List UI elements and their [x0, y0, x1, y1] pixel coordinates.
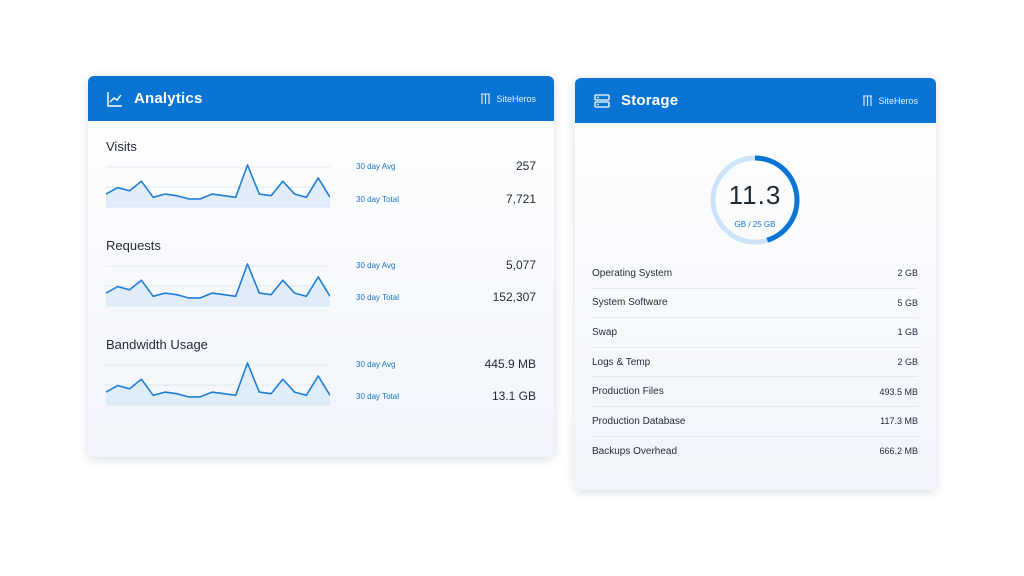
list-item: Production Database 117.3 MB — [592, 407, 918, 437]
spark-line — [106, 164, 330, 200]
stat-label: 30 day Avg — [356, 261, 396, 270]
analytics-title: Analytics — [134, 90, 203, 107]
list-item: Backups Overhead 666.2 MB — [592, 437, 918, 467]
stat-label: 30 day Avg — [356, 360, 396, 369]
storage-header: Storage SiteHeros — [575, 78, 936, 123]
stat-value: 257 — [515, 159, 536, 173]
visits-sparkline — [106, 164, 330, 208]
stat-label: 30 day Avg — [356, 162, 396, 171]
server-icon — [593, 92, 611, 110]
storage-title: Storage — [621, 92, 679, 109]
spark-area — [106, 264, 330, 306]
storage-capacity-label: GB / 25 GB — [734, 220, 776, 229]
storage-brand: SiteHeros — [862, 94, 918, 107]
list-item: Operating System 2 GB — [592, 259, 918, 289]
spark-line — [106, 362, 330, 398]
analytics-brand: SiteHeros — [480, 92, 536, 105]
storage-brand-label: SiteHeros — [878, 95, 918, 106]
requests-total: 30 day Total 152,307 — [356, 290, 536, 310]
stat-value: 5,077 — [505, 258, 536, 272]
row-value: 666.2 MB — [879, 446, 918, 457]
row-value: 117.3 MB — [880, 416, 918, 427]
spark-line — [106, 263, 330, 299]
list-item: Swap 1 GB — [592, 318, 918, 348]
bandwidth-total: 30 day Total 13.1 GB — [356, 389, 536, 409]
requests-avg: 30 day Avg 5,077 — [356, 258, 536, 278]
row-label: Logs & Temp — [592, 356, 651, 368]
requests-sparkline — [106, 263, 330, 307]
stat-label: 30 day Total — [356, 293, 399, 302]
storage-breakdown-list: Operating System 2 GB System Software 5 … — [592, 259, 918, 466]
metric-bandwidth: Bandwidth Usage 30 day Avg 445.9 MB 30 d… — [106, 337, 536, 427]
storage-used-value: 11.3 — [728, 180, 782, 210]
metric-title: Requests — [106, 238, 161, 253]
metric-title: Bandwidth Usage — [106, 337, 208, 352]
row-value: 493.5 MB — [879, 386, 918, 397]
storage-gauge — [710, 155, 800, 245]
stat-value: 152,307 — [492, 290, 536, 304]
metric-requests: Requests 30 day Avg 5,077 30 day Total 1… — [106, 238, 536, 328]
siteheros-logo-icon — [480, 92, 491, 105]
row-label: Backups Overhead — [592, 445, 678, 457]
row-value: 2 GB — [897, 357, 918, 368]
row-value: 1 GB — [897, 327, 918, 338]
list-item: Logs & Temp 2 GB — [592, 348, 918, 378]
stat-label: 30 day Total — [356, 392, 399, 401]
visits-avg: 30 day Avg 257 — [356, 159, 536, 179]
analytics-brand-label: SiteHeros — [496, 93, 536, 104]
spark-area — [106, 165, 330, 207]
gauge-fill — [710, 155, 800, 245]
stat-value: 7,721 — [505, 192, 536, 206]
row-label: Operating System — [592, 267, 673, 279]
analytics-header: Analytics SiteHeros — [88, 76, 554, 121]
storage-card: Storage SiteHeros 11.3 GB / 25 GB Operat… — [575, 78, 936, 490]
siteheros-logo-icon — [862, 94, 873, 107]
line-chart-icon — [106, 90, 124, 108]
analytics-card: Analytics SiteHeros Visits 30 day Avg 25… — [88, 76, 554, 457]
bandwidth-avg: 30 day Avg 445.9 MB — [356, 357, 536, 377]
visits-total: 30 day Total 7,721 — [356, 192, 536, 212]
row-value: 5 GB — [897, 297, 918, 308]
row-label: System Software — [592, 297, 668, 309]
stat-value: 13.1 GB — [491, 389, 536, 403]
row-label: Production Database — [592, 415, 686, 427]
row-value: 2 GB — [897, 268, 918, 279]
row-label: Swap — [592, 326, 618, 338]
list-item: Production Files 493.5 MB — [592, 377, 918, 407]
metric-title: Visits — [106, 139, 137, 154]
bandwidth-sparkline — [106, 362, 330, 406]
stat-value: 445.9 MB — [484, 357, 536, 371]
spark-area — [106, 363, 330, 405]
list-item: System Software 5 GB — [592, 289, 918, 319]
metric-visits: Visits 30 day Avg 257 30 day Total 7,721 — [106, 139, 536, 229]
stat-label: 30 day Total — [356, 195, 399, 204]
row-label: Production Files — [592, 386, 664, 398]
